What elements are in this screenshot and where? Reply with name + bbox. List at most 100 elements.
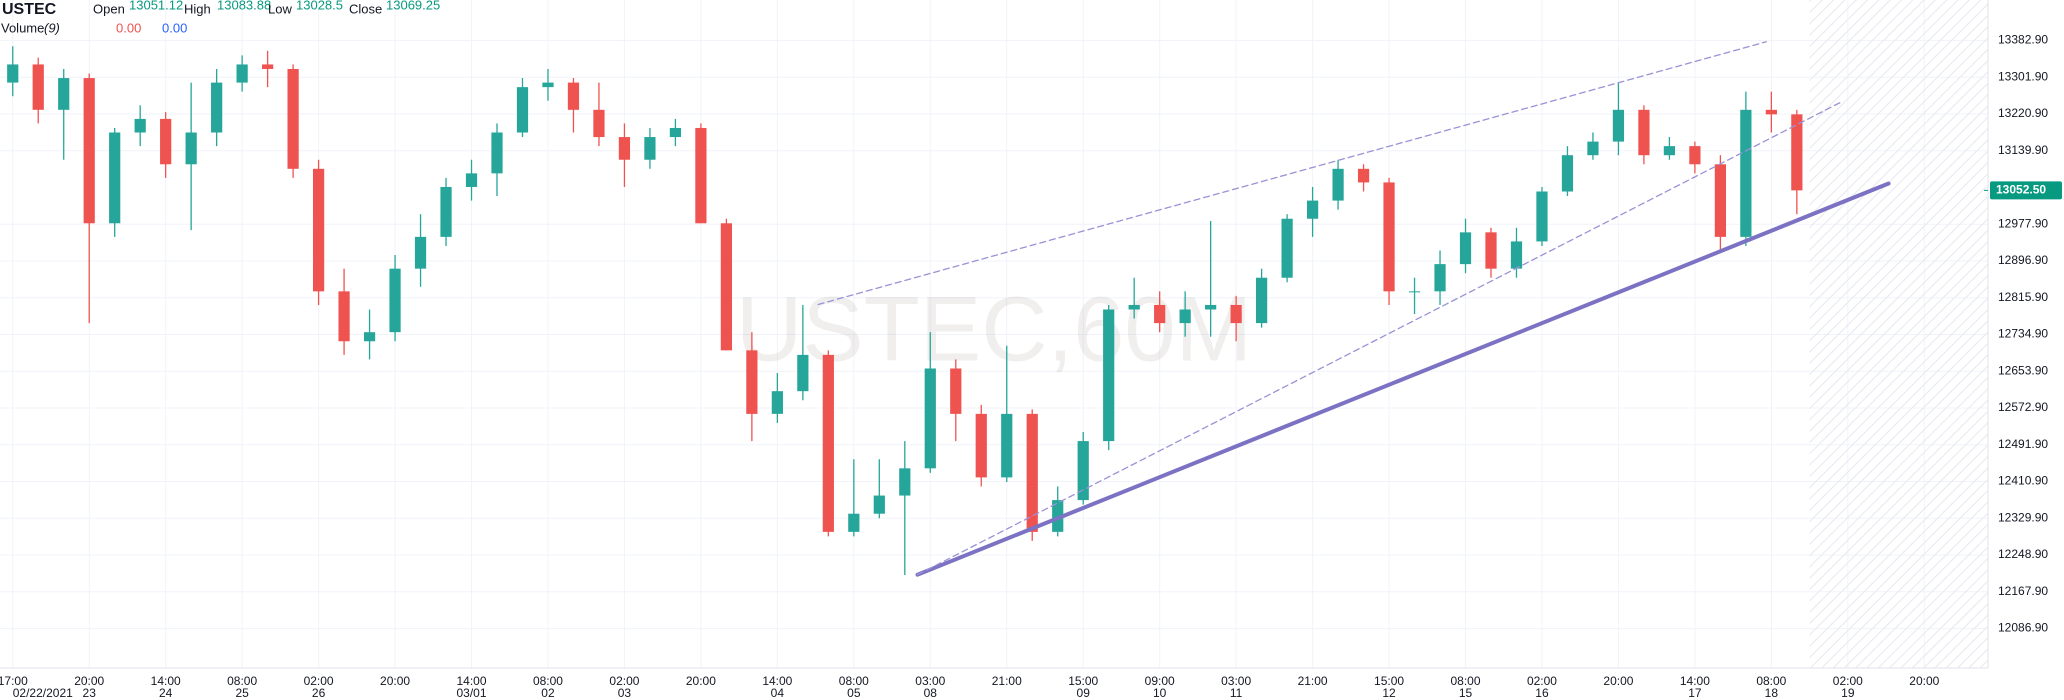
symbol: USTEC (2, 1, 57, 18)
candle-body (1510, 241, 1523, 269)
candle-body (1689, 146, 1701, 165)
x-tick-label: 20:00 (1603, 674, 1633, 688)
x-tick-date: 10 (1153, 686, 1167, 700)
candle-body (109, 132, 121, 224)
candle-body (134, 118, 146, 133)
y-tick-label: 12734.90 (1998, 327, 2048, 341)
x-tick-label: 15:00 (1068, 674, 1098, 688)
x-tick-label: 08:00 (227, 674, 257, 688)
x-tick-date: 03/01 (456, 686, 486, 700)
candle-body (618, 137, 631, 160)
x-tick-label: 02:00 (609, 674, 639, 688)
candle-body (1485, 232, 1497, 269)
x-tick-label: 20:00 (686, 674, 716, 688)
candle-body (32, 64, 44, 110)
x-tick-label: 17:00 (0, 674, 28, 688)
candle-body (924, 368, 936, 469)
x-tick-label: 20:00 (1909, 674, 1939, 688)
x-tick-label: 21:00 (1298, 674, 1328, 688)
x-tick-label: 14:00 (151, 674, 181, 688)
watermark: USTEC,60M (736, 278, 1252, 380)
y-tick-label: 12329.90 (1998, 510, 2048, 524)
x-tick-label: 03:00 (915, 674, 945, 688)
candle-body (516, 87, 529, 133)
candle-body (1332, 168, 1344, 201)
x-tick-date: 24 (159, 686, 173, 700)
candle-body (287, 68, 299, 169)
candle-body (669, 127, 682, 138)
candle-body (771, 391, 783, 414)
candle-body (899, 468, 911, 496)
y-tick-label: 12167.90 (1998, 584, 2048, 598)
x-tick-label: 14:00 (1680, 674, 1710, 688)
candle-body (1638, 109, 1650, 156)
x-tick-date: 02/22/2021 (13, 686, 73, 700)
candle-body (465, 173, 478, 187)
candle-body (389, 268, 401, 333)
x-tick-date: 09 (1077, 686, 1091, 700)
legend-value: 13028.5 (296, 0, 343, 12)
candle-body (1026, 413, 1038, 532)
x-tick-date: 19 (1841, 686, 1855, 700)
x-tick-label: 15:00 (1374, 674, 1404, 688)
candle-body (593, 109, 605, 138)
x-tick-label: 02:00 (1833, 674, 1863, 688)
x-tick-date: 16 (1535, 686, 1549, 700)
y-tick-label: 12896.90 (1998, 253, 2048, 267)
x-tick-label: 20:00 (74, 674, 104, 688)
x-tick-label: 14:00 (762, 674, 792, 688)
candle-body (1383, 182, 1395, 292)
candle-body (1434, 264, 1446, 292)
trend-line (915, 181, 1891, 577)
y-tick-label: 12572.90 (1998, 400, 2048, 414)
candle-body (1740, 109, 1752, 237)
candle-body (873, 495, 885, 514)
legend-label: Open (93, 1, 125, 16)
candle-body (338, 291, 350, 342)
candle-body (1459, 232, 1472, 265)
candle-body (1408, 291, 1421, 293)
candle-body (950, 368, 962, 414)
candle-body (1306, 200, 1319, 219)
candle-body (1001, 413, 1013, 478)
candle-body (414, 236, 427, 269)
candle-body (1765, 109, 1777, 115)
legend-label: Close (349, 1, 382, 16)
candle-body (1281, 218, 1293, 278)
candle-body (1154, 304, 1166, 324)
future-area (1809, 0, 1988, 668)
candle-body (160, 118, 172, 165)
volume-period: (9) (44, 20, 60, 35)
trend-line (916, 101, 1841, 576)
candle-body (1587, 141, 1599, 156)
candle-body (262, 64, 274, 69)
candle-body (1103, 309, 1115, 442)
x-tick-label: 03:00 (1221, 674, 1251, 688)
last-price-box (1990, 181, 2062, 200)
x-tick-label: 08:00 (839, 674, 869, 688)
candle-body (746, 350, 758, 414)
candle-body (797, 354, 809, 392)
y-tick-label: 13220.90 (1998, 106, 2048, 120)
x-tick-date: 12 (1382, 686, 1396, 700)
candle-body (695, 127, 707, 224)
x-tick-date: 04 (771, 686, 785, 700)
candle-body (1612, 109, 1625, 142)
x-tick-date: 03 (618, 686, 632, 700)
x-tick-label: 08:00 (533, 674, 563, 688)
volume-value: 0.00 (162, 20, 187, 35)
candle-body (1256, 277, 1268, 324)
y-tick-label: 12248.90 (1998, 547, 2048, 561)
y-tick-label: 13139.90 (1998, 143, 2048, 157)
candle-body (1561, 155, 1574, 192)
x-tick-date: 11 (1230, 686, 1243, 700)
x-tick-label: 21:00 (992, 674, 1022, 688)
candle-body (363, 332, 376, 342)
x-tick-label: 14:00 (456, 674, 486, 688)
legend-value: 13083.88 (217, 0, 271, 12)
candle-body (236, 64, 248, 83)
candle-body (1230, 304, 1242, 324)
x-tick-date: 17 (1688, 686, 1702, 700)
